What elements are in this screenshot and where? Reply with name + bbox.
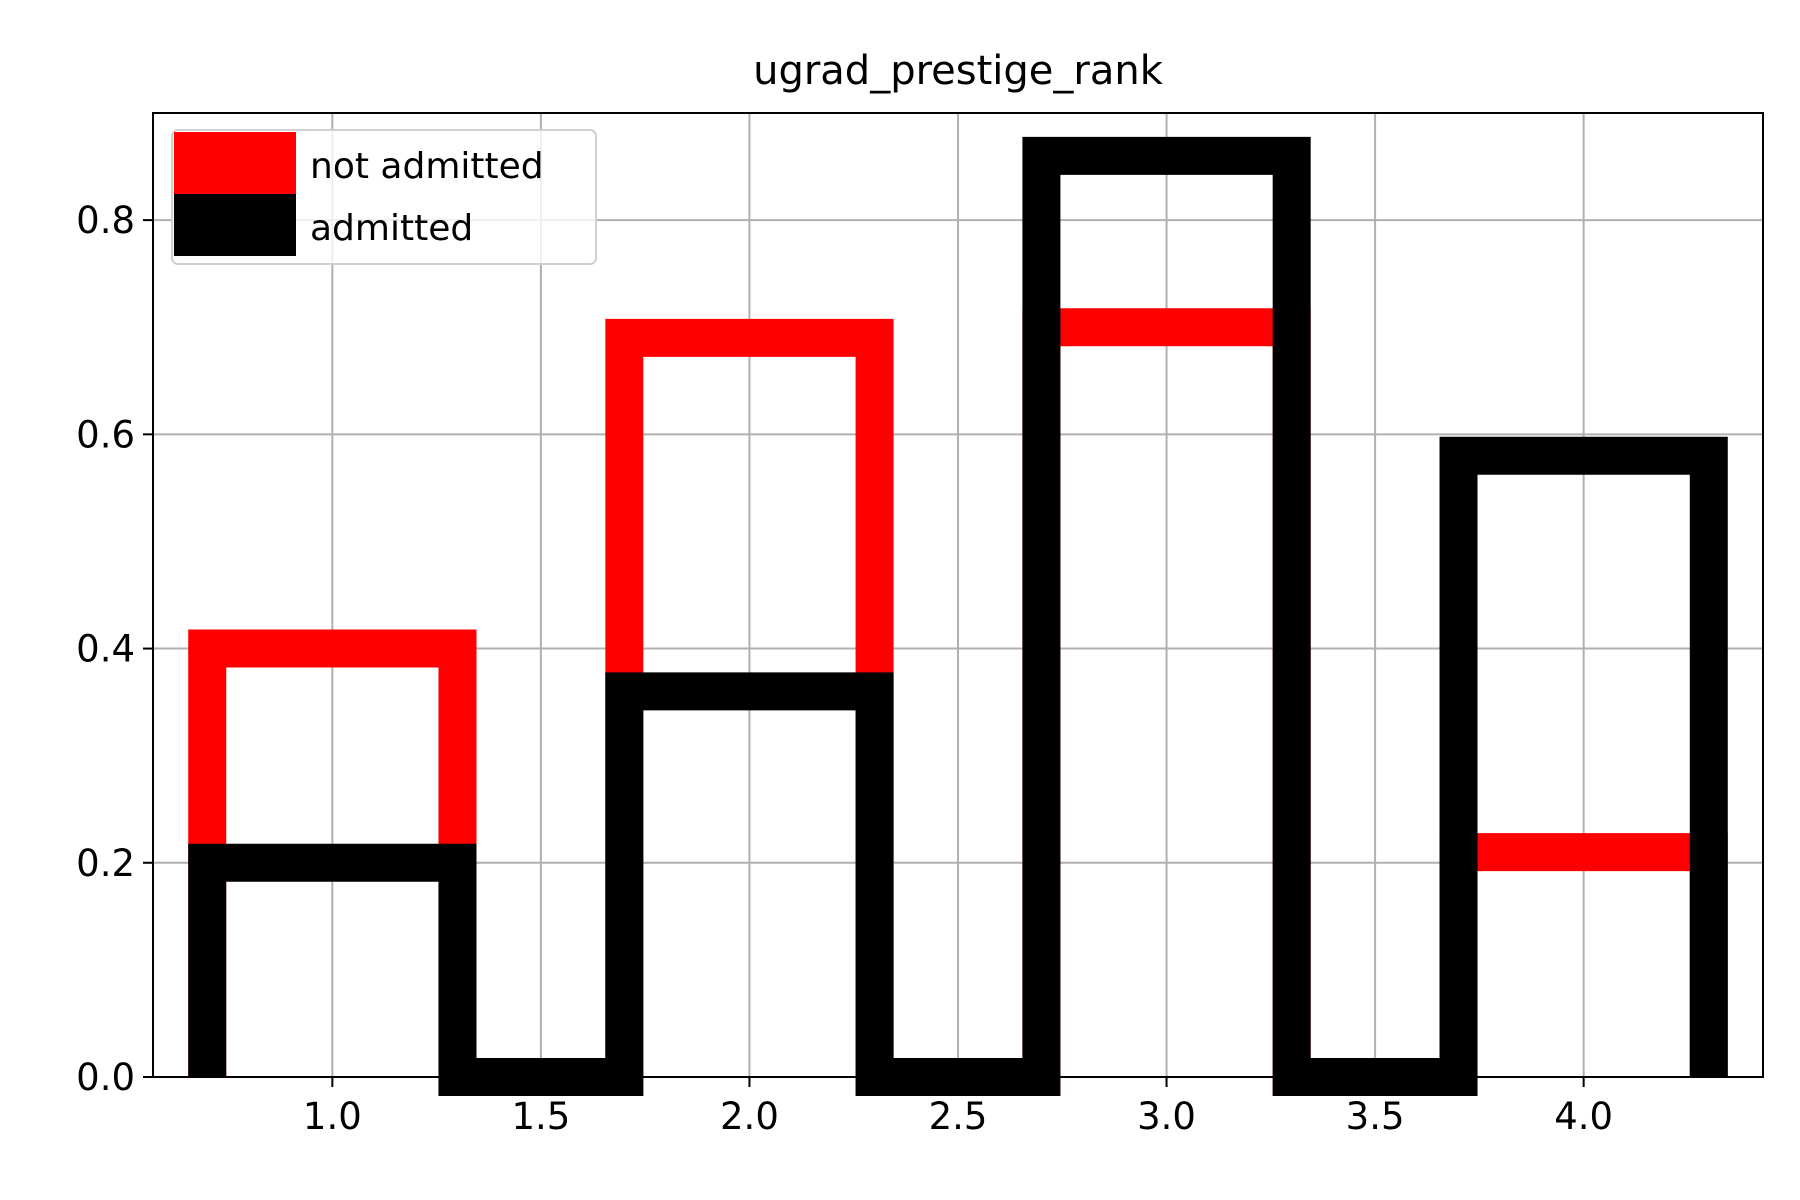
y-tick-label: 0.2 xyxy=(76,842,135,885)
x-tick-label: 2.0 xyxy=(720,1095,779,1138)
y-tick-label: 0.6 xyxy=(76,413,135,456)
legend-swatch-not-admitted xyxy=(174,132,296,194)
legend-swatch-admitted xyxy=(174,194,296,256)
y-tick-label: 0.8 xyxy=(76,199,135,242)
y-tick-label: 0.4 xyxy=(76,628,135,671)
legend: not admitted admitted xyxy=(171,129,597,265)
x-tick-label: 1.5 xyxy=(511,1095,570,1138)
legend-label-admitted: admitted xyxy=(310,208,473,249)
legend-label-not-admitted: not admitted xyxy=(310,146,544,187)
x-tick-label: 3.5 xyxy=(1346,1095,1405,1138)
x-tick-label: 2.5 xyxy=(929,1095,988,1138)
x-tick-label: 4.0 xyxy=(1554,1095,1613,1138)
axes: 1.0 1.5 2.0 2.5 3.0 3.5 4.0 0.0 0.2 0.4 0.6 0.8 xyxy=(76,199,1613,1138)
x-tick-label: 3.0 xyxy=(1137,1095,1196,1138)
y-tick-label: 0.0 xyxy=(76,1056,135,1099)
chart-title: ugrad_prestige_rank xyxy=(753,48,1164,94)
x-tick-label: 1.0 xyxy=(303,1095,362,1138)
